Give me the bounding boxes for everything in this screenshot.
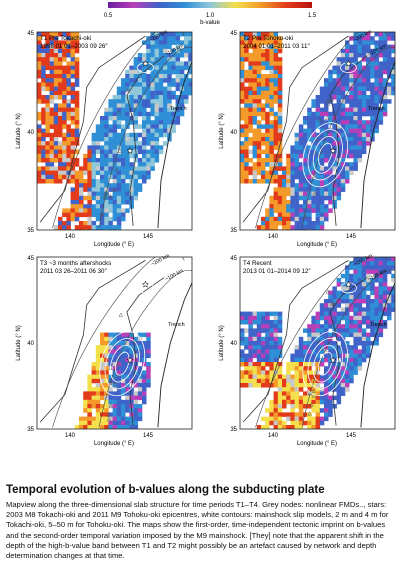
- x-tick-140-t4: 140: [268, 433, 279, 439]
- y-tick-35-t4: 35: [230, 427, 237, 433]
- y-tick-35-t2: 35: [230, 228, 237, 234]
- map-panel-t3: T3 ~3 months aftershocks 2011 03 26–2011…: [16, 253, 193, 447]
- x-tick-140-t3: 140: [65, 433, 76, 439]
- map-panel-t2: T2 Pre Tohoku-oki 2004 01 01–2011 03 11″…: [219, 29, 396, 248]
- x-tick-145-t2: 145: [346, 234, 357, 240]
- panel-title-t1: T1 Pre Tokachi-oki: [40, 35, 91, 42]
- y-tick-45-t3: 45: [27, 256, 34, 262]
- x-tick-145-t3: 145: [143, 433, 154, 439]
- x-tick-145-t4: 145: [346, 433, 357, 439]
- trench-label-t2: Trench: [368, 106, 385, 112]
- x-axis-label-t3: Longitude (° E): [94, 441, 134, 447]
- depth-label-100-t3: ~100 km: [164, 268, 185, 283]
- panel-title-t3: T3 ~3 months aftershocks: [40, 260, 111, 267]
- y-tick-35-t3: 35: [27, 427, 34, 433]
- bvalue-layer-t1: [37, 32, 192, 230]
- panel-period-t2: 2004 01 01–2011 03 11″: [243, 43, 310, 50]
- panel-title-t4: T4 Recent: [243, 260, 272, 267]
- panel-period-t4: 2013 01 01–2014 09 12″: [243, 268, 311, 275]
- caption: Temporal evolution of b-values along the…: [6, 484, 398, 561]
- map-panel-t1: T1 Pre Tokachi-oki 1998 01 01–2003 09 26…: [16, 29, 193, 248]
- map-frame-t4: [239, 256, 396, 430]
- x-tick-140-t1: 140: [65, 234, 76, 240]
- geography-t4: [242, 257, 395, 428]
- colorbar-tick-low: 0.5: [104, 13, 113, 19]
- trench-label-t3: Trench: [168, 322, 185, 328]
- x-tick-145-t1: 145: [143, 234, 154, 240]
- y-axis-label-t3: Latitude (° N): [16, 325, 22, 360]
- trench-label-t4: Trench: [370, 322, 387, 328]
- y-axis-label-t1: Latitude (° N): [16, 113, 22, 148]
- bvalue-layer-t2: [240, 32, 395, 230]
- colorbar-label: b-value: [200, 20, 220, 26]
- y-tick-40-t3: 40: [27, 341, 34, 347]
- caption-title: Temporal evolution of b-values along the…: [6, 484, 325, 496]
- bvalue-layer-t4: [240, 257, 395, 429]
- x-tick-140-t2: 140: [268, 234, 279, 240]
- panel-period-t1: 1998 01 01–2003 09 26″: [40, 43, 108, 50]
- colorbar-gradient: [108, 2, 312, 8]
- depth-label-200-t3: ~200 km: [150, 253, 171, 268]
- caption-text: Mapview along the three-dimensional slab…: [6, 500, 389, 561]
- y-tick-45-t4: 45: [230, 256, 237, 262]
- y-tick-40-t2: 40: [230, 130, 237, 136]
- colorbar-tick-high: 1.5: [308, 13, 317, 19]
- y-tick-45-t1: 45: [27, 31, 34, 37]
- map-frame-t1: [36, 31, 193, 231]
- panel-title-t2: T2 Pre Tohoku-oki: [243, 35, 293, 42]
- y-tick-45-t2: 45: [230, 31, 237, 37]
- map-panel-t4: T4 Recent 2013 01 01–2014 09 12″ ~200 km…: [219, 253, 396, 447]
- bvalue-layer-t3: [74, 332, 151, 429]
- y-axis-label-t4: Latitude (° N): [219, 325, 225, 360]
- map-frame-t2: [239, 31, 396, 231]
- x-axis-label-t2: Longitude (° E): [297, 242, 337, 248]
- geography-t3: [39, 257, 192, 428]
- y-tick-40-t4: 40: [230, 341, 237, 347]
- y-tick-40-t1: 40: [27, 130, 34, 136]
- y-tick-35-t1: 35: [27, 228, 34, 234]
- geography-t1: [39, 32, 192, 229]
- map-frame-t3: [36, 256, 193, 430]
- colorbar-tick-mid: 1.0: [206, 13, 215, 19]
- x-axis-label-t1: Longitude (° E): [94, 242, 134, 248]
- colorbar: 0.5 1.0 1.5 b-value: [104, 2, 317, 26]
- y-axis-label-t2: Latitude (° N): [219, 113, 225, 148]
- geography-t2: [242, 32, 395, 229]
- figure: 0.5 1.0 1.5 b-value T1 Pre Tokachi-oki 1…: [16, 2, 396, 447]
- x-axis-label-t4: Longitude (° E): [297, 441, 337, 447]
- trench-label-t1: Trench: [170, 106, 187, 112]
- panel-period-t3: 2011 03 26–2011 06 30″: [40, 268, 107, 275]
